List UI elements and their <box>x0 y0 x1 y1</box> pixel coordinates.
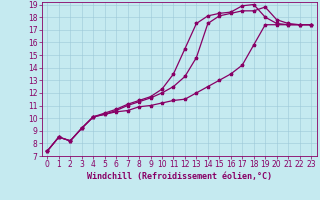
X-axis label: Windchill (Refroidissement éolien,°C): Windchill (Refroidissement éolien,°C) <box>87 172 272 181</box>
